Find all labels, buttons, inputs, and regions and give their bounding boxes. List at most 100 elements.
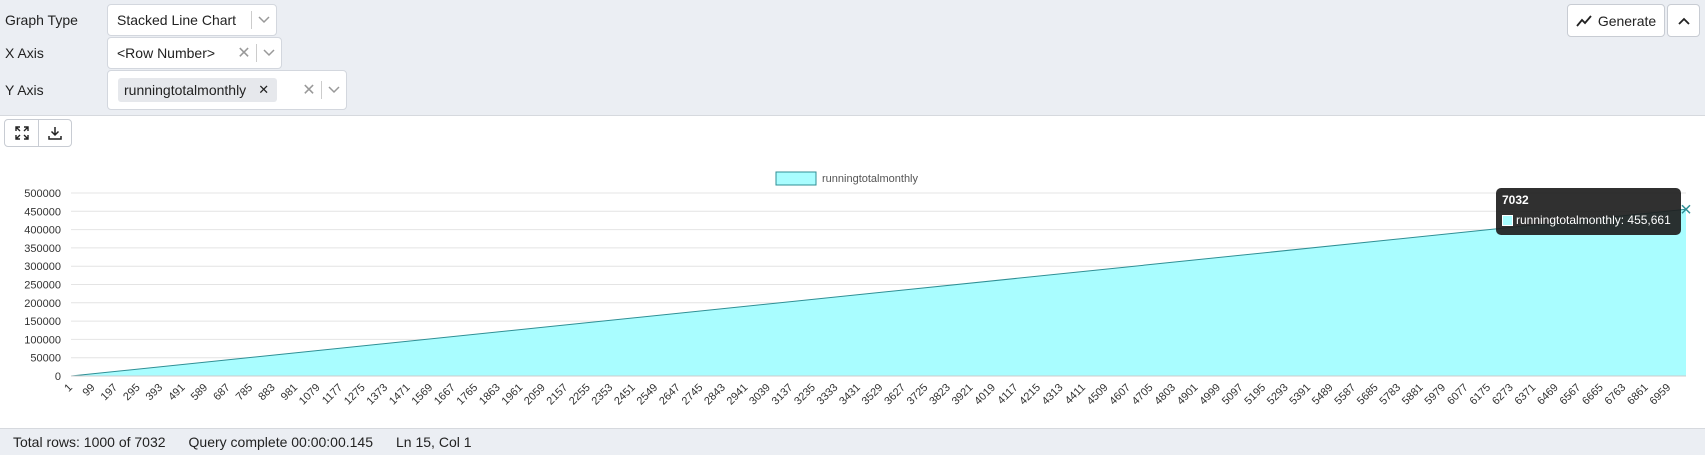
x-tick-label: 3039 xyxy=(747,382,773,408)
x-tick-label: 5685 xyxy=(1355,382,1381,408)
clear-icon[interactable]: ✕ xyxy=(302,82,316,99)
status-bar: Total rows: 1000 of 7032 Query complete … xyxy=(0,429,1705,455)
status-query: Query complete 00:00:00.145 xyxy=(188,434,374,450)
x-tick-label: 5391 xyxy=(1287,382,1313,408)
x-tick-label: 6959 xyxy=(1648,382,1674,408)
tooltip-text: runningtotalmonthly: 455,661 xyxy=(1516,213,1671,227)
y-tick-label: 0 xyxy=(55,371,61,383)
chevron-down-icon[interactable] xyxy=(252,5,276,35)
x-tick-label: 6469 xyxy=(1535,382,1561,408)
x-tick-label: 1765 xyxy=(455,382,481,408)
x-tick-label: 687 xyxy=(211,382,232,403)
x-tick-label: 3725 xyxy=(905,382,931,408)
x-tick-label: 1373 xyxy=(364,382,390,408)
expand-icon xyxy=(14,126,29,140)
y-tick-label: 400000 xyxy=(24,225,61,237)
x-tick-label: 5195 xyxy=(1242,382,1268,408)
generate-button[interactable]: Generate xyxy=(1567,4,1665,37)
select-separator xyxy=(256,44,257,62)
x-tick-label: 1961 xyxy=(500,382,526,408)
x-tick-label: 6861 xyxy=(1625,382,1651,408)
x-tick-label: 2255 xyxy=(567,382,593,408)
x-tick-label: 6273 xyxy=(1490,382,1516,408)
x-tick-label: 4215 xyxy=(1017,382,1043,408)
y-axis-row: Y Axis xyxy=(0,70,107,110)
tooltip-title: 7032 xyxy=(1502,193,1529,207)
download-icon xyxy=(48,127,62,140)
x-tick-label: 785 xyxy=(234,382,255,403)
x-tick-label: 3823 xyxy=(927,382,953,408)
y-axis-label: Y Axis xyxy=(5,82,44,98)
graph-type-label: Graph Type xyxy=(5,12,78,28)
x-axis-label: X Axis xyxy=(5,45,44,61)
y-tick-label: 300000 xyxy=(24,261,61,273)
trend-line-icon xyxy=(1576,14,1592,27)
x-tick-label: 4901 xyxy=(1175,382,1201,408)
x-tick-label: 3627 xyxy=(882,382,908,408)
legend-swatch[interactable] xyxy=(775,171,817,186)
chevron-down-icon[interactable] xyxy=(257,38,281,68)
select-separator xyxy=(321,81,322,99)
x-tick-label: 2843 xyxy=(702,382,728,408)
status-rows: Total rows: 1000 of 7032 xyxy=(13,434,166,450)
x-tick-label: 1667 xyxy=(432,382,458,408)
x-tick-label: 3431 xyxy=(837,382,863,408)
y-tick-label: 450000 xyxy=(24,206,61,218)
x-tick-label: 1177 xyxy=(320,382,345,407)
x-tick-label: 295 xyxy=(121,382,142,403)
remove-chip-icon[interactable]: ✕ xyxy=(258,82,270,97)
x-axis-select[interactable]: <Row Number> ✕ xyxy=(107,37,282,69)
x-tick-label: 1863 xyxy=(477,382,503,408)
y-axis-chip: runningtotalmonthly ✕ xyxy=(118,78,278,102)
x-tick-label: 4019 xyxy=(972,382,998,408)
x-tick-label: 4117 xyxy=(995,382,1020,407)
chart-legend[interactable]: runningtotalmonthly xyxy=(775,171,919,186)
clear-icon[interactable]: ✕ xyxy=(237,45,251,62)
x-tick-label: 883 xyxy=(256,382,277,403)
hover-point-marker[interactable] xyxy=(1681,204,1691,214)
chart-toolbar xyxy=(4,119,72,147)
x-tick-label: 2745 xyxy=(680,382,706,408)
x-tick-label: 4607 xyxy=(1107,382,1133,408)
chevron-down-icon[interactable] xyxy=(322,71,346,109)
collapse-button[interactable] xyxy=(1667,4,1700,37)
x-tick-label: 3921 xyxy=(950,382,976,408)
x-axis-row: X Axis xyxy=(0,37,107,69)
x-tick-label: 2549 xyxy=(635,382,661,408)
x-tick-label: 589 xyxy=(189,382,210,403)
graph-type-value: Stacked Line Chart xyxy=(117,12,237,28)
x-tick-label: 2157 xyxy=(545,382,571,408)
y-axis-select[interactable]: runningtotalmonthly ✕ ✕ xyxy=(107,70,347,110)
x-tick-label: 6175 xyxy=(1467,382,1493,408)
x-tick-label: 1079 xyxy=(297,382,323,408)
series-line xyxy=(70,208,1687,377)
chart-tooltip: 7032 runningtotalmonthly: 455,661 xyxy=(1496,188,1681,235)
tooltip-row: runningtotalmonthly: 455,661 xyxy=(1502,213,1675,227)
x-tick-label: 3137 xyxy=(770,382,796,408)
y-tick-label: 500000 xyxy=(24,188,61,200)
status-cursor: Ln 15, Col 1 xyxy=(396,434,472,450)
x-tick-label: 5489 xyxy=(1310,382,1336,408)
download-button[interactable] xyxy=(38,120,71,146)
legend-label[interactable]: runningtotalmonthly xyxy=(822,173,919,185)
x-tick-label: 6763 xyxy=(1603,382,1629,408)
x-tick-label: 4999 xyxy=(1197,382,1223,408)
x-tick-label: 6665 xyxy=(1580,382,1606,408)
x-tick-label: 2059 xyxy=(522,382,548,408)
x-tick-label: 1275 xyxy=(342,382,368,408)
x-tick-label: 4705 xyxy=(1130,382,1156,408)
x-tick-label: 2451 xyxy=(612,382,638,408)
x-tick-label: 4509 xyxy=(1085,382,1111,408)
x-tick-label: 5881 xyxy=(1400,382,1426,408)
x-tick-label: 5097 xyxy=(1220,382,1246,408)
x-tick-label: 6371 xyxy=(1512,382,1538,408)
fullscreen-button[interactable] xyxy=(5,120,38,146)
x-tick-label: 197 xyxy=(99,382,120,403)
area-chart[interactable]: runningtotalmonthly 500000 450000 400000 35… xyxy=(0,160,1705,428)
x-tick-label: 3529 xyxy=(860,382,886,408)
x-tick-label: 6567 xyxy=(1558,382,1584,408)
chevron-up-icon xyxy=(1677,17,1690,25)
x-tick-label: 491 xyxy=(166,382,187,403)
graph-type-select[interactable]: Stacked Line Chart xyxy=(107,4,277,36)
x-tick-label: 1471 xyxy=(387,382,413,408)
